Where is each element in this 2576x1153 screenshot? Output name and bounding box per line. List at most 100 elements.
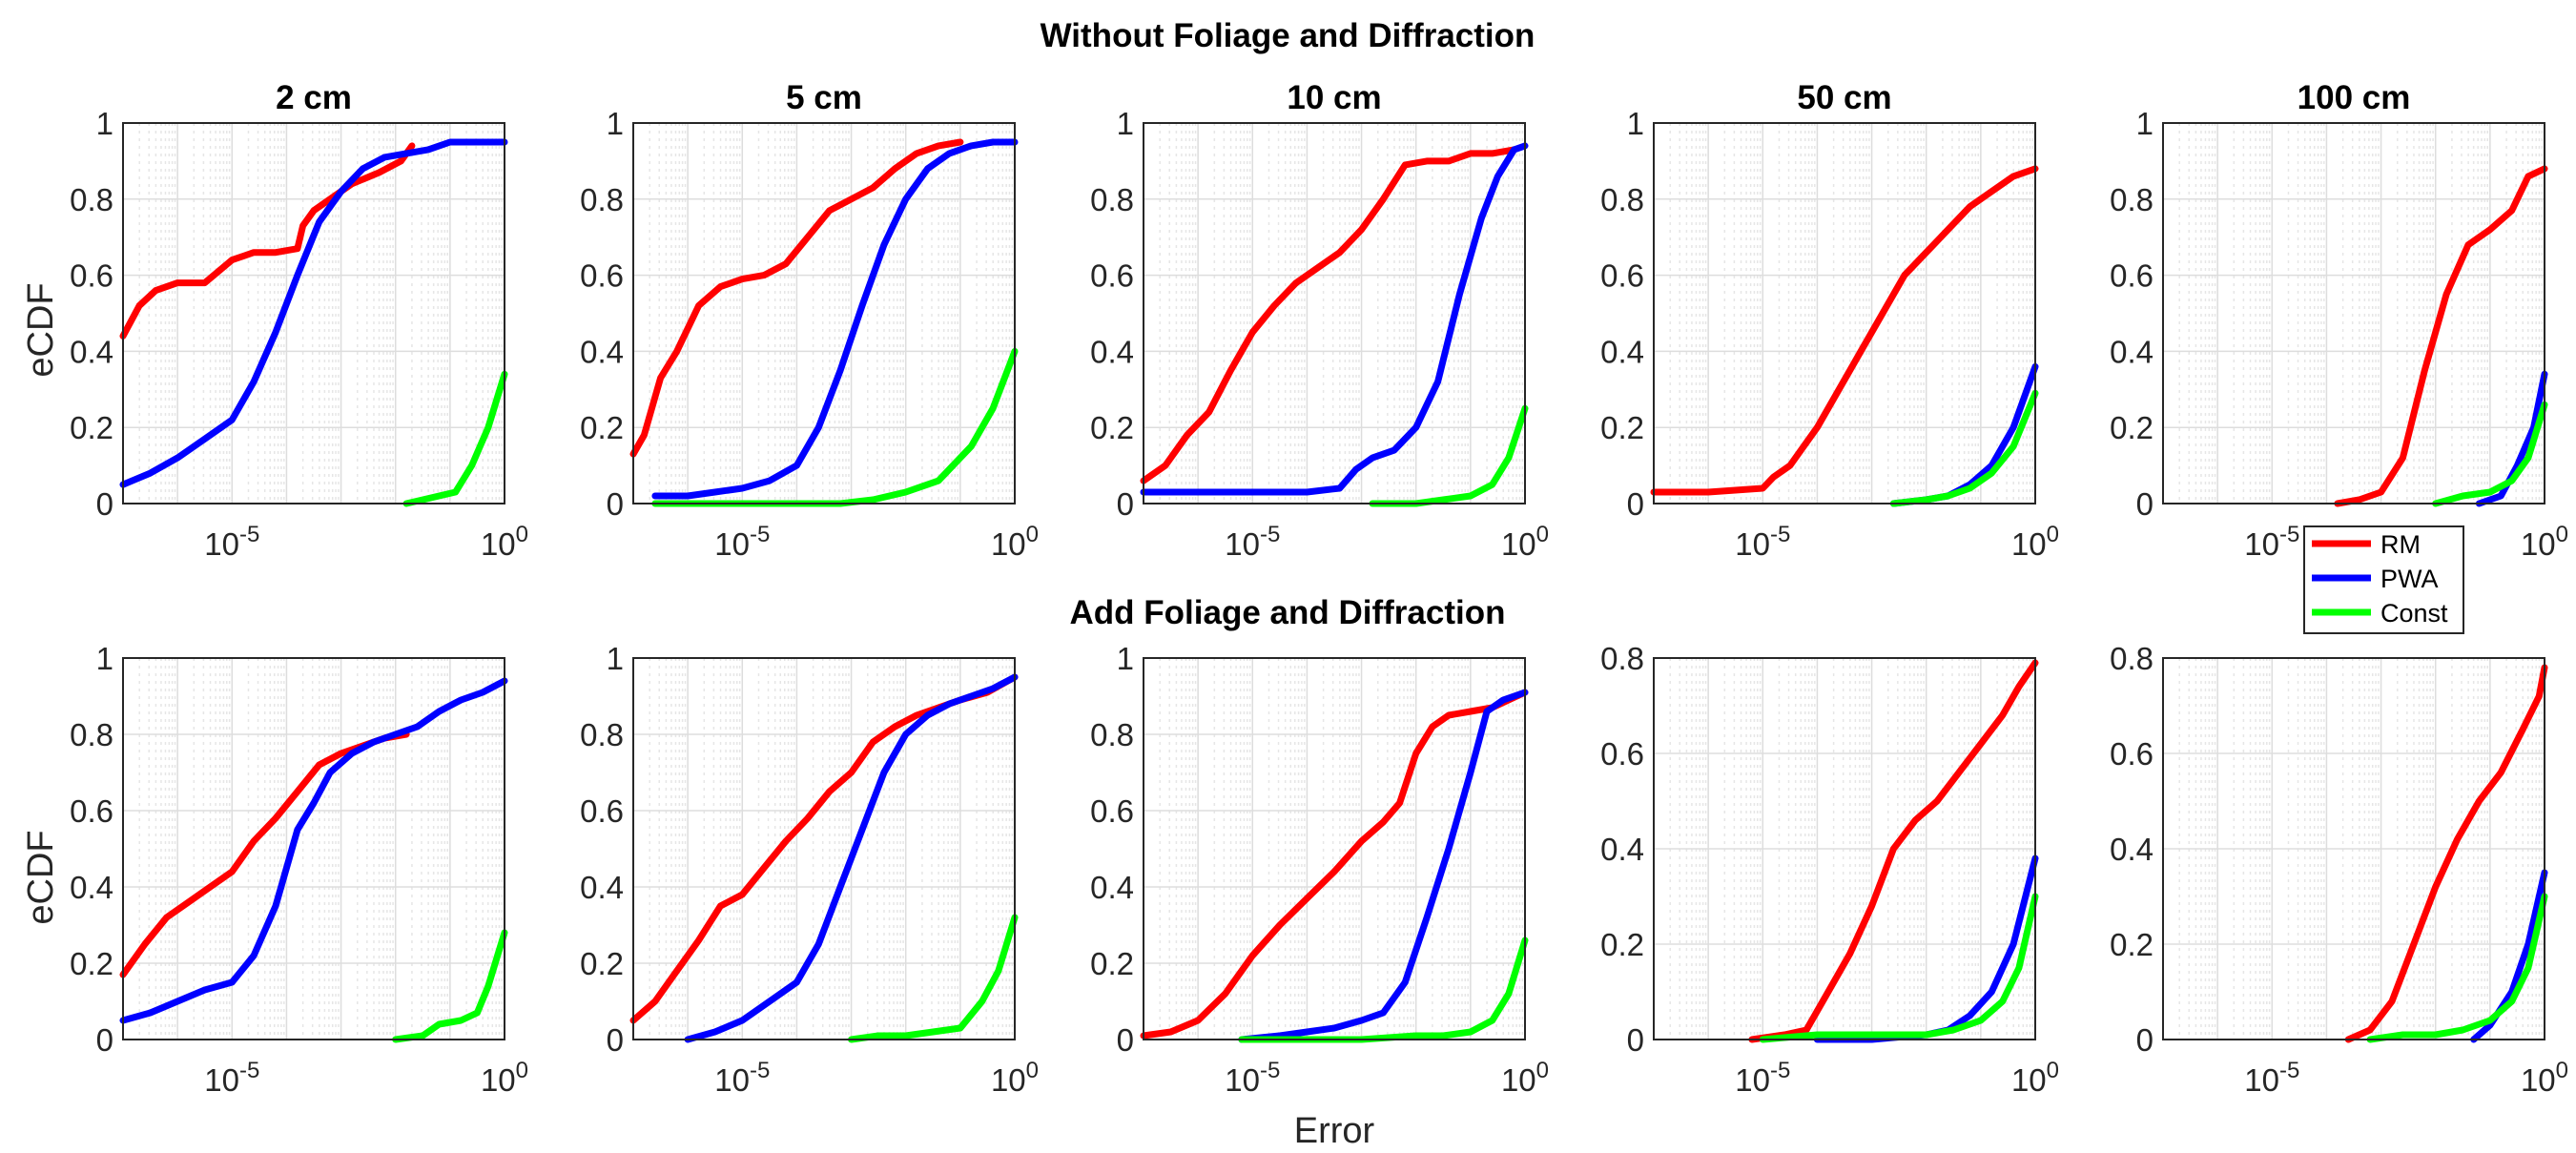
series-rm-line: [1650, 165, 2039, 496]
panel-title: 2 cm: [276, 79, 352, 116]
y-tick-label: 1: [2136, 106, 2154, 141]
y-tick-label: 1: [607, 641, 624, 676]
y-tick-label: 0.8: [2110, 641, 2154, 676]
series-const-line: [2366, 893, 2548, 1043]
y-tick-label: 0.4: [70, 870, 113, 905]
axes-box: [1653, 122, 2036, 504]
series-rm-line: [1748, 659, 2039, 1043]
y-tick-label: 0.6: [70, 258, 113, 294]
x-tick-label: 10-5: [204, 1058, 259, 1098]
y-tick-label: 0: [2136, 1022, 2154, 1058]
x-tick-label: 100: [2521, 522, 2568, 562]
y-tick-label: 0.6: [1600, 736, 1644, 772]
y-tick-label: 0.6: [1600, 258, 1644, 294]
axes-box: [632, 122, 1016, 504]
y-tick-label: 0.4: [1600, 832, 1644, 867]
series-rm-line: [2334, 165, 2548, 507]
series-rm-line: [1140, 146, 1518, 484]
y-tick-label: 0.8: [70, 717, 113, 752]
axes-box: [632, 657, 1016, 1040]
legend-label-const: Const: [2380, 599, 2448, 628]
series-pwa-line: [651, 138, 1019, 500]
y-tick-label: 0.4: [2110, 832, 2154, 867]
axes-box: [2162, 122, 2545, 504]
y-tick-label: 1: [1627, 106, 1644, 141]
y-tick-label: 0.8: [580, 182, 624, 217]
y-tick-label: 0.8: [1090, 182, 1134, 217]
series-pwa-line: [119, 138, 508, 488]
y-tick-label: 0.2: [1600, 927, 1644, 962]
x-tick-label: 100: [991, 1058, 1039, 1098]
axes-box: [1143, 122, 1526, 504]
y-tick-label: 0.2: [70, 946, 113, 981]
series-rm-line: [629, 138, 964, 458]
y-tick-label: 0.8: [2110, 182, 2154, 217]
y-tick-label: 0.6: [580, 793, 624, 829]
y-tick-label: 0.2: [1600, 410, 1644, 445]
y-tick-label: 0.2: [2110, 927, 2154, 962]
axes-box: [1143, 657, 1526, 1040]
y-axis-label-top: eCDF: [21, 282, 61, 377]
y-tick-label: 0.6: [1090, 793, 1134, 829]
y-tick-label: 0.4: [2110, 334, 2154, 369]
y-tick-label: 0.8: [1600, 182, 1644, 217]
series-pwa-line: [2470, 869, 2548, 1043]
panel-top-3: 0 0.2 0.4 0.6 0.8 1 10-5 100 10 cm: [1090, 79, 1549, 562]
panel-bottom-5: 0 0.2 0.4 0.6 0.8 10-5 100: [2110, 641, 2568, 1098]
series-const-line: [392, 929, 508, 1043]
x-tick-label: 100: [2521, 1058, 2568, 1098]
x-tick-label: 100: [1501, 1058, 1549, 1098]
series-rm-line: [119, 142, 416, 340]
series-pwa-line: [1140, 142, 1529, 496]
panel-bottom-4: 0 0.2 0.4 0.6 0.8 10-5 100: [1600, 641, 2059, 1098]
y-axis-label-bottom: eCDF: [21, 830, 61, 924]
y-tick-label: 0.2: [70, 410, 113, 445]
y-tick-label: 0: [607, 1022, 624, 1058]
y-tick-label: 0.6: [1090, 258, 1134, 294]
panel-title: 50 cm: [1797, 79, 1891, 116]
x-tick-label: 10-5: [1735, 1058, 1790, 1098]
x-tick-label: 100: [991, 522, 1039, 562]
y-tick-label: 0: [1117, 486, 1134, 522]
y-tick-label: 0.6: [70, 793, 113, 829]
y-tick-label: 0.6: [2110, 736, 2154, 772]
series-const-line: [1238, 937, 1529, 1043]
x-tick-label: 100: [2011, 1058, 2059, 1098]
y-tick-label: 0.8: [1090, 717, 1134, 752]
panel-title: 100 cm: [2298, 79, 2411, 116]
series-rm-line: [2344, 664, 2548, 1043]
y-tick-label: 0: [607, 486, 624, 522]
y-tick-label: 0.4: [580, 334, 624, 369]
x-tick-label: 10-5: [714, 522, 770, 562]
x-tick-label: 10-5: [714, 1058, 770, 1098]
y-tick-label: 0.4: [1600, 334, 1644, 369]
panel-title: 5 cm: [786, 79, 862, 116]
y-tick-label: 0.4: [1090, 870, 1134, 905]
y-tick-label: 0: [1627, 486, 1644, 522]
y-tick-label: 0: [1117, 1022, 1134, 1058]
axes-box: [1653, 657, 2036, 1040]
series-const-line: [1759, 893, 2039, 1043]
x-tick-label: 100: [481, 522, 528, 562]
y-tick-label: 0.2: [580, 410, 624, 445]
y-tick-label: 0.2: [1090, 410, 1134, 445]
x-tick-label: 100: [2011, 522, 2059, 562]
series-pwa-line: [684, 673, 1019, 1043]
legend-label-pwa: PWA: [2380, 565, 2439, 593]
axes-box: [122, 122, 505, 504]
y-tick-label: 0.6: [2110, 258, 2154, 294]
y-tick-label: 0.6: [580, 258, 624, 294]
y-tick-label: 0.8: [1600, 641, 1644, 676]
series-pwa-line: [1238, 689, 1529, 1043]
y-tick-label: 0: [2136, 486, 2154, 522]
series-pwa-line: [119, 677, 508, 1024]
y-tick-label: 0: [96, 1022, 113, 1058]
x-tick-label: 100: [1501, 522, 1549, 562]
y-tick-label: 1: [1117, 641, 1134, 676]
series-const-line: [402, 370, 508, 507]
series-const-line: [2432, 401, 2548, 507]
legend: RM PWA Const: [2303, 525, 2464, 634]
x-tick-label: 10-5: [2244, 522, 2299, 562]
